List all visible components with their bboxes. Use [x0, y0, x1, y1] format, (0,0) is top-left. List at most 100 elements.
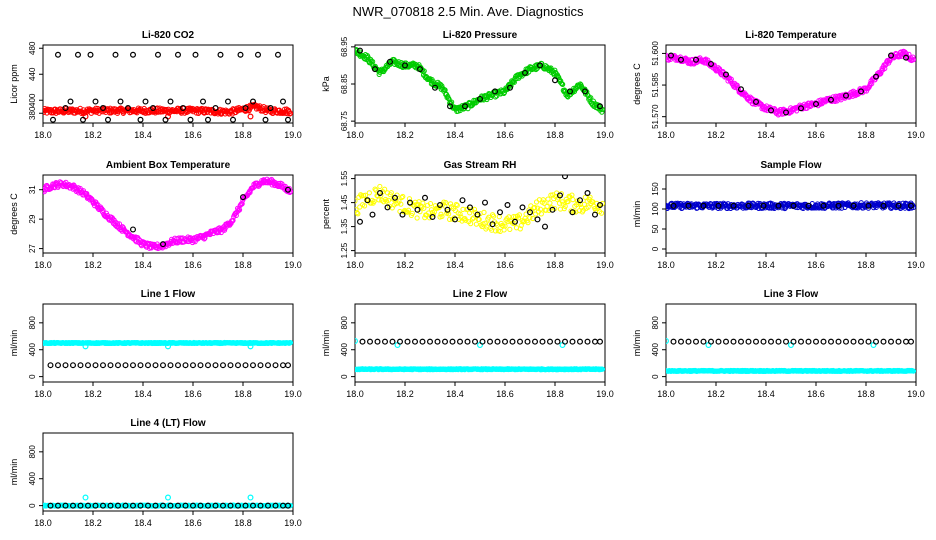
- data-point: [419, 338, 426, 345]
- data-point: [367, 338, 374, 345]
- data-point: [464, 338, 471, 345]
- plot-area: [355, 175, 605, 234]
- y-axis-label: ml/min: [9, 459, 19, 486]
- data-point: [767, 107, 774, 114]
- data-point: [225, 98, 232, 105]
- data-point: [262, 116, 269, 123]
- data-point: [399, 211, 406, 218]
- data-point: [376, 197, 382, 203]
- data-point: [910, 368, 916, 374]
- data-point: [396, 59, 402, 65]
- data-point: [114, 221, 121, 227]
- data-point: [827, 338, 834, 345]
- panel-8: Line 2 Flow 18.0 18.2 18.4 18.6 18.8 19.0 0 400 8…: [321, 289, 614, 399]
- data-point: [443, 200, 449, 206]
- data-point: [212, 502, 219, 509]
- data-point: [197, 502, 204, 509]
- series-1: [43, 176, 293, 252]
- data-point: [490, 213, 497, 219]
- x-tick-label: 18.0: [34, 130, 52, 140]
- data-point: [745, 202, 752, 209]
- data-point: [389, 338, 396, 345]
- data-point: [250, 98, 257, 105]
- x-tick-label: 18.8: [234, 130, 252, 140]
- data-point: [49, 116, 56, 123]
- data-point: [479, 223, 485, 230]
- plot-area: [666, 200, 916, 212]
- y-tick-label: 400: [28, 93, 37, 107]
- data-point: [190, 362, 197, 369]
- data-point: [175, 362, 182, 369]
- y-axis-label: ml/min: [632, 330, 642, 357]
- series-1: [355, 183, 605, 234]
- data-point: [452, 216, 459, 223]
- x-tick-label: 18.0: [34, 389, 52, 399]
- data-point: [537, 206, 543, 212]
- data-point: [136, 236, 142, 243]
- data-point: [842, 338, 849, 345]
- data-point: [227, 502, 234, 509]
- panel-6: Sample Flow 18.0 18.2 18.4 18.6 18.8 19.0 0 50 10…: [632, 160, 925, 270]
- x-tick-label: 18.8: [857, 389, 875, 399]
- data-point: [454, 202, 460, 208]
- data-point: [137, 116, 144, 123]
- y-tick-label: 800: [28, 445, 37, 459]
- data-point: [752, 338, 759, 345]
- series-2: [82, 494, 254, 501]
- data-point: [569, 338, 576, 345]
- panel-7: Line 1 Flow 18.0 18.2 18.4 18.6 18.8 19.0 0 400 8…: [9, 289, 302, 399]
- data-point: [760, 202, 767, 209]
- data-point: [909, 202, 915, 208]
- data-point: [182, 362, 189, 369]
- data-point: [250, 502, 257, 509]
- data-point: [692, 56, 699, 63]
- data-point: [560, 81, 566, 87]
- data-point: [77, 362, 84, 369]
- data-point: [857, 338, 864, 345]
- data-point: [107, 502, 114, 509]
- data-point: [445, 95, 451, 101]
- plot-frame: [354, 44, 606, 124]
- data-point: [79, 116, 86, 123]
- data-point: [200, 98, 207, 105]
- x-tick-label: 18.0: [346, 130, 364, 140]
- data-point: [195, 110, 202, 117]
- data-point: [402, 62, 409, 69]
- data-point: [407, 199, 414, 206]
- panel-title: Li-820 CO2: [142, 30, 195, 41]
- data-point: [235, 502, 242, 509]
- data-point: [92, 362, 99, 369]
- data-point: [700, 202, 707, 209]
- data-point: [382, 338, 389, 345]
- data-point: [745, 338, 752, 345]
- x-tick-label: 18.2: [396, 260, 414, 270]
- x-tick-label: 18.8: [546, 260, 564, 270]
- y-tick-label: 800: [651, 316, 660, 330]
- data-point: [835, 202, 842, 209]
- data-point: [880, 338, 887, 345]
- y-tick-label: 150: [651, 182, 660, 196]
- data-point: [427, 338, 434, 345]
- data-point: [82, 343, 89, 350]
- data-point: [812, 101, 819, 108]
- data-point: [400, 193, 406, 200]
- data-point: [187, 116, 194, 123]
- data-point: [212, 105, 219, 112]
- data-point: [130, 362, 137, 369]
- data-point: [569, 209, 576, 216]
- data-point: [359, 338, 366, 345]
- data-point: [420, 200, 426, 206]
- data-point: [581, 201, 587, 207]
- data-point: [447, 216, 453, 222]
- data-point: [124, 105, 131, 112]
- data-point: [565, 198, 571, 205]
- series-3: [359, 338, 603, 345]
- data-point: [507, 226, 513, 232]
- data-point: [242, 502, 249, 509]
- data-point: [104, 116, 111, 123]
- plot-area: [355, 337, 605, 373]
- x-tick-label: 18.8: [234, 518, 252, 528]
- x-tick-label: 18.0: [34, 260, 52, 270]
- data-point: [145, 362, 152, 369]
- data-point: [162, 116, 169, 123]
